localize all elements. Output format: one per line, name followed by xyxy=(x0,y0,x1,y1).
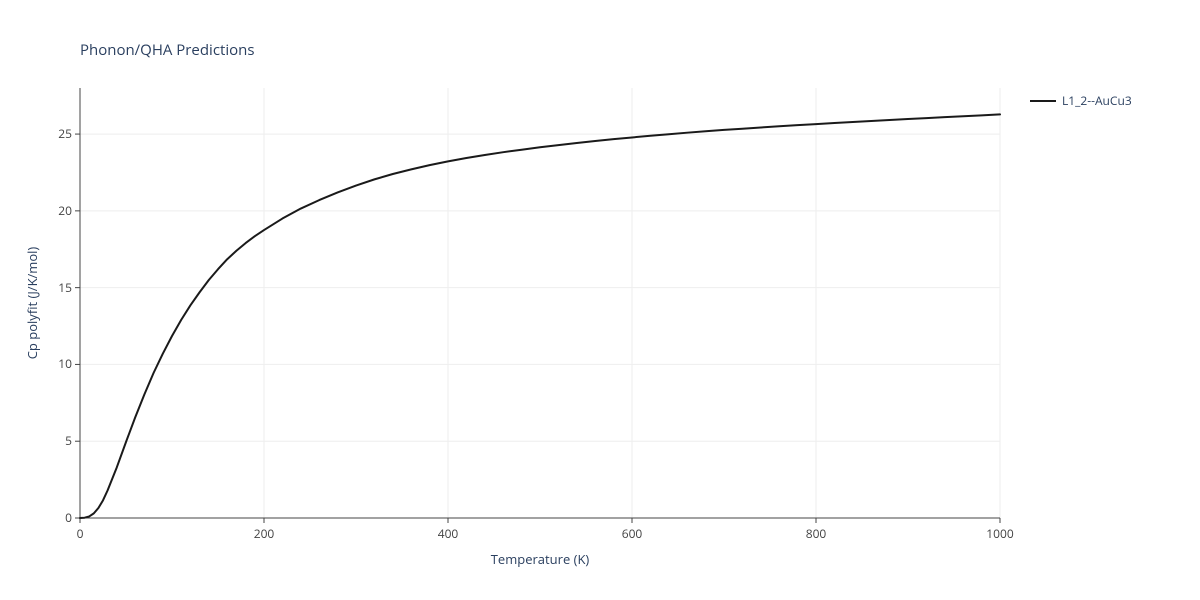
legend-line-icon xyxy=(1030,100,1056,102)
y-tick-label: 5 xyxy=(52,435,72,447)
x-tick-label: 1000 xyxy=(986,528,1013,540)
x-tick-label: 200 xyxy=(254,528,275,540)
x-tick-label: 400 xyxy=(438,528,459,540)
y-axis-title: Cp polyfit (J/K/mol) xyxy=(23,247,41,360)
x-tick-label: 600 xyxy=(622,528,643,540)
series-line[interactable] xyxy=(80,114,1000,518)
chart-title: Phonon/QHA Predictions xyxy=(80,40,255,60)
y-tick-label: 25 xyxy=(52,128,72,140)
plot-area xyxy=(80,88,1000,518)
y-tick-label: 20 xyxy=(52,205,72,217)
x-tick-label: 0 xyxy=(77,528,84,540)
legend-item[interactable]: L1_2--AuCu3 xyxy=(1030,92,1132,109)
y-tick-label: 15 xyxy=(52,282,72,294)
legend-label: L1_2--AuCu3 xyxy=(1062,92,1132,109)
x-axis-title: Temperature (K) xyxy=(491,550,590,568)
y-tick-label: 10 xyxy=(52,358,72,370)
x-tick-label: 800 xyxy=(806,528,827,540)
y-tick-label: 0 xyxy=(52,512,72,524)
